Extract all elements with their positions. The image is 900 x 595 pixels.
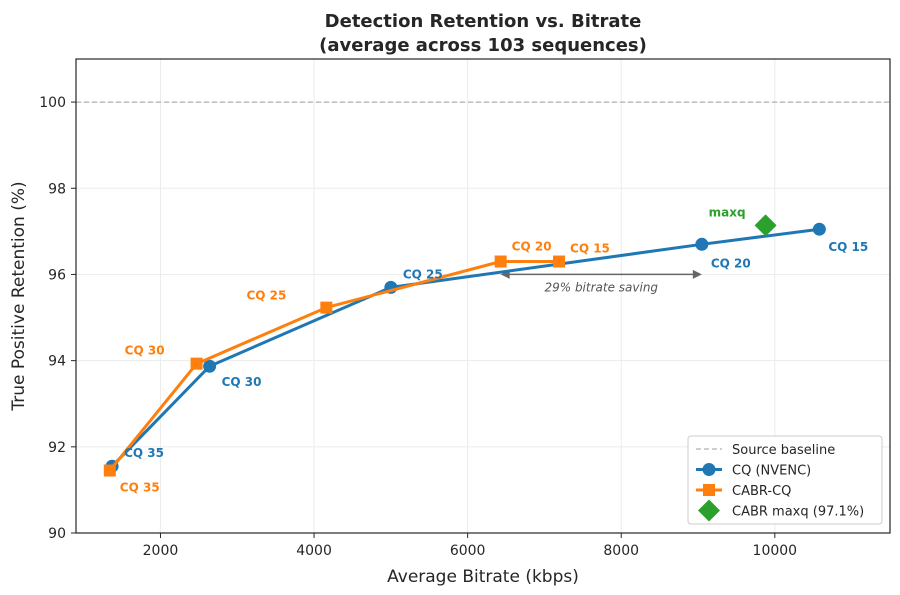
legend-box bbox=[687, 435, 883, 525]
y-tick-label: 100 bbox=[39, 95, 66, 111]
point-label: CQ 20 bbox=[512, 240, 552, 254]
point-label: CQ 30 bbox=[125, 344, 165, 358]
series-line bbox=[108, 260, 559, 472]
point-label: CQ 25 bbox=[246, 289, 286, 303]
legend-label: Source baseline bbox=[732, 443, 835, 458]
series-square bbox=[103, 255, 566, 477]
data-point bbox=[320, 301, 333, 314]
y-tick-label: 98 bbox=[48, 181, 66, 197]
data-point bbox=[702, 463, 716, 476]
legend: Source baseline CQ (NVENC) CABR-CQ CABR max… bbox=[687, 435, 883, 525]
annotation-arrowhead-right bbox=[692, 269, 702, 279]
x-tick-label: 6000 bbox=[450, 543, 486, 559]
data-point bbox=[494, 255, 507, 268]
x-tick-label: 10000 bbox=[753, 543, 798, 559]
y-tick-label: 96 bbox=[48, 267, 66, 283]
chart-subtitle: (average across 103 sequences) bbox=[319, 35, 647, 56]
x-tick-label: 8000 bbox=[603, 543, 639, 559]
data-point bbox=[698, 499, 720, 522]
point-label: CQ 15 bbox=[570, 242, 610, 256]
y-tick-label: 94 bbox=[48, 354, 66, 370]
data-point bbox=[703, 484, 715, 496]
point-label: CQ 20 bbox=[711, 256, 751, 270]
x-tick-label: 4000 bbox=[296, 543, 332, 559]
point-labels: CQ 35 CQ 30 CQ 25 CQ 20 CQ 15 CQ 35 CQ 30 CQ 25… bbox=[120, 205, 868, 494]
point-label: CQ 15 bbox=[828, 240, 868, 254]
x-tick-label: 2000 bbox=[143, 543, 179, 559]
data-point bbox=[695, 237, 709, 251]
ticks: 2000 4000 6000 8000 10000 90 92 94 96 98 100 bbox=[39, 95, 797, 559]
y-tick-label: 92 bbox=[48, 440, 66, 456]
point-label: CQ 25 bbox=[403, 267, 443, 281]
y-tick-label: 90 bbox=[48, 526, 66, 542]
chart-title: Detection Retention vs. Bitrate bbox=[325, 11, 642, 32]
data-point bbox=[754, 214, 777, 237]
series-diamond bbox=[754, 214, 777, 237]
data-point bbox=[812, 222, 826, 236]
data-point bbox=[103, 464, 116, 477]
data-point bbox=[553, 255, 566, 268]
point-label: CQ 35 bbox=[120, 481, 160, 495]
y-axis-label: True Positive Retention (%) bbox=[9, 181, 29, 411]
legend-label: CABR maxq (97.1%) bbox=[732, 505, 864, 520]
data-point bbox=[203, 359, 217, 373]
legend-label: CQ (NVENC) bbox=[732, 464, 811, 479]
legend-label: CABR-CQ bbox=[732, 484, 791, 499]
point-label: CQ 35 bbox=[124, 446, 164, 460]
x-axis-label: Average Bitrate (kbps) bbox=[387, 567, 579, 587]
point-label: maxq bbox=[709, 205, 746, 219]
series-layer bbox=[103, 214, 826, 477]
plot-frame bbox=[75, 58, 891, 534]
annotation-text: 29% bitrate saving bbox=[544, 280, 658, 294]
data-point bbox=[190, 357, 203, 370]
point-label: CQ 30 bbox=[222, 375, 262, 389]
annotation-layer: 29% bitrate saving bbox=[500, 269, 702, 294]
